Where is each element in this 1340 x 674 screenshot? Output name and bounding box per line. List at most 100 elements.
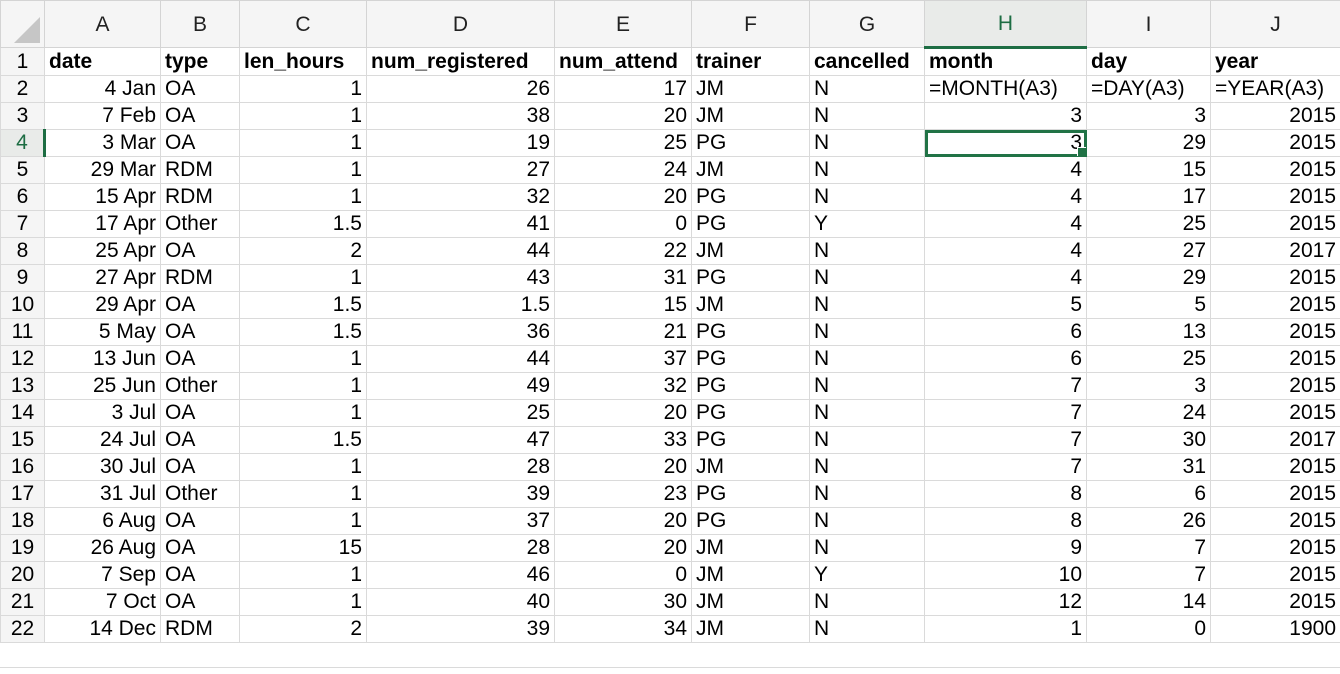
cell-i10[interactable]: 5: [1086, 291, 1211, 319]
cell-a6[interactable]: 15 Apr: [44, 183, 161, 211]
cell-a16[interactable]: 30 Jul: [44, 453, 161, 481]
column-header-j[interactable]: J: [1210, 0, 1340, 48]
cell-h22[interactable]: 1: [924, 615, 1087, 643]
cell-j12[interactable]: 2015: [1210, 345, 1340, 373]
cell-f12[interactable]: PG: [691, 345, 810, 373]
cell-h15[interactable]: 7: [924, 426, 1087, 454]
cell-f15[interactable]: PG: [691, 426, 810, 454]
cell-d5[interactable]: 27: [366, 156, 555, 184]
cell-j22[interactable]: 1900: [1210, 615, 1340, 643]
select-all-corner[interactable]: [0, 0, 45, 48]
cell-f21[interactable]: JM: [691, 588, 810, 616]
cell-i8[interactable]: 27: [1086, 237, 1211, 265]
cell-b20[interactable]: OA: [160, 561, 240, 589]
cell-i11[interactable]: 13: [1086, 318, 1211, 346]
cell-b18[interactable]: OA: [160, 507, 240, 535]
cell-f1[interactable]: trainer: [691, 47, 810, 76]
cell-a7[interactable]: 17 Apr: [44, 210, 161, 238]
cell-h19[interactable]: 9: [924, 534, 1087, 562]
cell-b22[interactable]: RDM: [160, 615, 240, 643]
cell-g22[interactable]: N: [809, 615, 925, 643]
cell-c11[interactable]: 1.5: [239, 318, 367, 346]
cell-j9[interactable]: 2015: [1210, 264, 1340, 292]
cell-c22[interactable]: 2: [239, 615, 367, 643]
cell-f6[interactable]: PG: [691, 183, 810, 211]
cell-g7[interactable]: Y: [809, 210, 925, 238]
cell-e7[interactable]: 0: [554, 210, 692, 238]
cell-g16[interactable]: N: [809, 453, 925, 481]
row-header[interactable]: 16: [0, 453, 45, 481]
cell-d9[interactable]: 43: [366, 264, 555, 292]
cell-h3[interactable]: 3: [924, 102, 1087, 130]
cell-h12[interactable]: 6: [924, 345, 1087, 373]
cell-c17[interactable]: 1: [239, 480, 367, 508]
cell-h18[interactable]: 8: [924, 507, 1087, 535]
cell-b10[interactable]: OA: [160, 291, 240, 319]
cell-i3[interactable]: 3: [1086, 102, 1211, 130]
cell-b8[interactable]: OA: [160, 237, 240, 265]
cell-j2[interactable]: =YEAR(A3): [1210, 75, 1340, 103]
cell-g2[interactable]: N: [809, 75, 925, 103]
cell-i16[interactable]: 31: [1086, 453, 1211, 481]
cell-b2[interactable]: OA: [160, 75, 240, 103]
cell-a18[interactable]: 6 Aug: [44, 507, 161, 535]
cell-e16[interactable]: 20: [554, 453, 692, 481]
cell-i6[interactable]: 17: [1086, 183, 1211, 211]
cell-f8[interactable]: JM: [691, 237, 810, 265]
cell-c6[interactable]: 1: [239, 183, 367, 211]
cell-e21[interactable]: 30: [554, 588, 692, 616]
cell-g6[interactable]: N: [809, 183, 925, 211]
cell-d3[interactable]: 38: [366, 102, 555, 130]
cell-d15[interactable]: 47: [366, 426, 555, 454]
row-header[interactable]: 9: [0, 264, 45, 292]
column-header-i[interactable]: I: [1086, 0, 1211, 48]
cell-a8[interactable]: 25 Apr: [44, 237, 161, 265]
cell-i18[interactable]: 26: [1086, 507, 1211, 535]
cell-i12[interactable]: 25: [1086, 345, 1211, 373]
column-header-b[interactable]: B: [160, 0, 240, 48]
cell-d22[interactable]: 39: [366, 615, 555, 643]
cell-e9[interactable]: 31: [554, 264, 692, 292]
cell-d1[interactable]: num_registered: [366, 47, 555, 76]
row-header[interactable]: 7: [0, 210, 45, 238]
cell-h16[interactable]: 7: [924, 453, 1087, 481]
cell-d19[interactable]: 28: [366, 534, 555, 562]
cell-b7[interactable]: Other: [160, 210, 240, 238]
row-header[interactable]: 15: [0, 426, 45, 454]
cell-g12[interactable]: N: [809, 345, 925, 373]
cell-e22[interactable]: 34: [554, 615, 692, 643]
cell-f3[interactable]: JM: [691, 102, 810, 130]
cell-i7[interactable]: 25: [1086, 210, 1211, 238]
cell-i9[interactable]: 29: [1086, 264, 1211, 292]
cell-d17[interactable]: 39: [366, 480, 555, 508]
column-header-e[interactable]: E: [554, 0, 692, 48]
cell-j20[interactable]: 2015: [1210, 561, 1340, 589]
cell-e15[interactable]: 33: [554, 426, 692, 454]
cell-h9[interactable]: 4: [924, 264, 1087, 292]
cell-j1[interactable]: year: [1210, 47, 1340, 76]
cell-b11[interactable]: OA: [160, 318, 240, 346]
cell-a20[interactable]: 7 Sep: [44, 561, 161, 589]
column-header-f[interactable]: F: [691, 0, 810, 48]
cell-f7[interactable]: PG: [691, 210, 810, 238]
cell-e6[interactable]: 20: [554, 183, 692, 211]
cell-h6[interactable]: 4: [924, 183, 1087, 211]
cell-f14[interactable]: PG: [691, 399, 810, 427]
cell-e14[interactable]: 20: [554, 399, 692, 427]
cell-i20[interactable]: 7: [1086, 561, 1211, 589]
cell-h7[interactable]: 4: [924, 210, 1087, 238]
fill-handle[interactable]: [1077, 147, 1086, 156]
cell-f20[interactable]: JM: [691, 561, 810, 589]
cell-b15[interactable]: OA: [160, 426, 240, 454]
cell-c10[interactable]: 1.5: [239, 291, 367, 319]
row-header[interactable]: 12: [0, 345, 45, 373]
cell-g15[interactable]: N: [809, 426, 925, 454]
cell-d10[interactable]: 1.5: [366, 291, 555, 319]
cell-c12[interactable]: 1: [239, 345, 367, 373]
cell-d20[interactable]: 46: [366, 561, 555, 589]
cell-a4[interactable]: 3 Mar: [44, 129, 161, 157]
cell-h11[interactable]: 6: [924, 318, 1087, 346]
cell-g5[interactable]: N: [809, 156, 925, 184]
cell-h17[interactable]: 8: [924, 480, 1087, 508]
cell-i2[interactable]: =DAY(A3): [1086, 75, 1211, 103]
